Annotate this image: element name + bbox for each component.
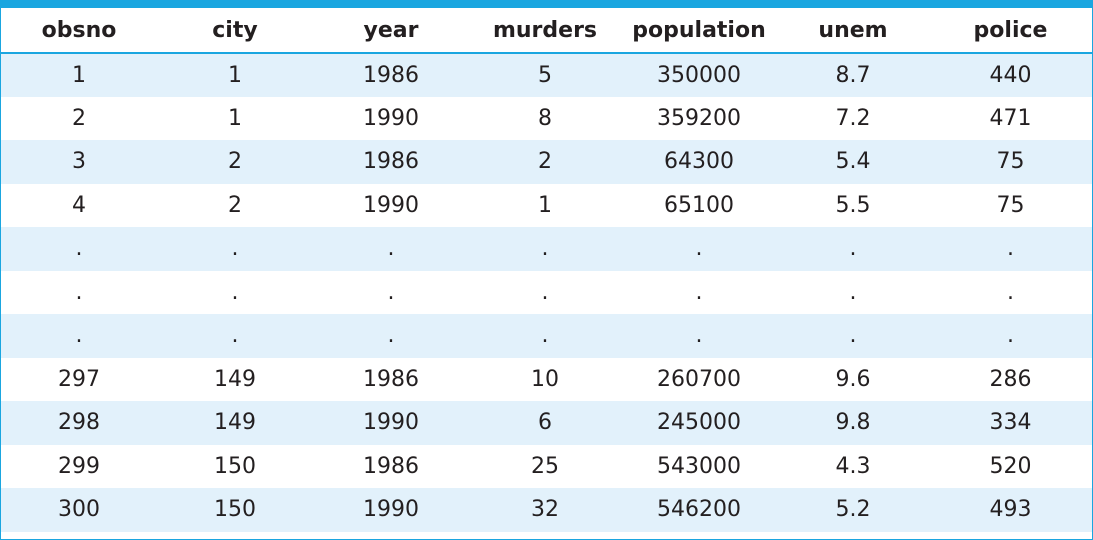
- cell-year: 1986: [363, 149, 419, 175]
- cell-police: 334: [989, 410, 1032, 436]
- cell-city: 1: [228, 105, 242, 131]
- cell-police: .: [1007, 279, 1014, 305]
- cell-obsno: 3: [72, 149, 86, 175]
- column-header-year: year: [363, 17, 419, 43]
- cell-unem: 5.4: [835, 149, 871, 175]
- cell-obsno: 2: [72, 105, 86, 131]
- cell-city: 150: [214, 497, 256, 523]
- cell-police: .: [1007, 236, 1014, 262]
- cell-obsno: 298: [58, 410, 100, 436]
- cell-year: 1986: [363, 62, 419, 88]
- cell-obsno: 1: [72, 62, 86, 88]
- cell-murders: 8: [538, 105, 552, 131]
- cell-city: 1: [228, 62, 242, 88]
- cell-unem: 5.2: [835, 497, 871, 523]
- cell-murders: 32: [531, 497, 559, 523]
- column-header-obsno: obsno: [41, 17, 117, 43]
- cell-population: .: [695, 279, 703, 305]
- cell-murders: 1: [538, 192, 552, 218]
- table-row: 1 1 1986 5 350000 8.7 440: [1, 53, 1092, 97]
- cell-police: 286: [989, 366, 1032, 392]
- cell-city: .: [231, 279, 239, 305]
- column-header-city: city: [212, 17, 258, 43]
- cell-city: .: [231, 236, 239, 262]
- cell-city: .: [231, 323, 239, 349]
- cell-year: 1990: [363, 497, 419, 523]
- cell-unem: 4.3: [835, 453, 871, 479]
- cell-year: 1986: [363, 453, 419, 479]
- table-row: 299 150 1986 25 543000 4.3 520: [1, 444, 1092, 488]
- cell-murders: 5: [538, 62, 552, 88]
- column-header-murders: murders: [492, 17, 598, 43]
- column-header-population: population: [632, 17, 766, 43]
- table-row-ellipsis: . . . . . . .: [1, 227, 1092, 271]
- cell-police: 440: [989, 62, 1032, 88]
- table-row-ellipsis: . . . . . . .: [1, 314, 1092, 358]
- cell-city: 2: [228, 192, 242, 218]
- cell-population: .: [695, 236, 703, 262]
- cell-murders: 10: [531, 366, 559, 392]
- cell-city: 2: [228, 149, 242, 175]
- table-row: 300 150 1990 32 546200 5.2 493: [1, 488, 1092, 532]
- cell-police: 493: [989, 497, 1032, 523]
- cell-population: 245000: [657, 410, 741, 436]
- cell-unem: .: [849, 323, 857, 349]
- cell-city: 150: [214, 453, 256, 479]
- cell-year: 1986: [363, 366, 419, 392]
- cell-obsno: .: [75, 236, 83, 262]
- table-row: 2 1 1990 8 359200 7.2 471: [1, 96, 1092, 140]
- cell-obsno: 4: [72, 192, 86, 218]
- column-header-unem: unem: [818, 17, 888, 43]
- cell-population: 543000: [657, 453, 741, 479]
- table-row: 298 149 1990 6 245000 9.8 334: [1, 401, 1092, 445]
- cell-police: .: [1007, 323, 1014, 349]
- cell-city: 149: [214, 410, 256, 436]
- cell-police: 471: [989, 105, 1032, 131]
- cell-murders: .: [541, 323, 549, 349]
- cell-unem: 5.5: [835, 192, 871, 218]
- cell-unem: .: [849, 279, 857, 305]
- cell-population: 64300: [664, 149, 734, 175]
- cell-population: 350000: [657, 62, 741, 88]
- cell-unem: 7.2: [835, 105, 871, 131]
- cell-murders: 25: [531, 453, 559, 479]
- cell-year: .: [387, 279, 395, 305]
- cell-murders: 6: [538, 410, 552, 436]
- cell-murders: 2: [538, 149, 552, 175]
- cell-murders: .: [541, 236, 549, 262]
- cell-year: 1990: [363, 105, 419, 131]
- cell-population: 359200: [657, 105, 741, 131]
- cell-year: .: [387, 236, 395, 262]
- cell-year: 1990: [363, 410, 419, 436]
- table-row: 297 149 1986 10 260700 9.6 286: [1, 357, 1092, 401]
- column-header-police: police: [973, 17, 1048, 43]
- cell-obsno: 299: [58, 453, 100, 479]
- cell-unem: 8.7: [835, 62, 871, 88]
- table-row: 4 2 1990 1 65100 5.5 75: [1, 183, 1092, 227]
- cell-police: 75: [996, 149, 1025, 175]
- cell-police: 75: [996, 192, 1025, 218]
- cell-obsno: .: [75, 279, 83, 305]
- cell-police: 520: [989, 453, 1032, 479]
- cell-murders: .: [541, 279, 549, 305]
- cell-unem: 9.8: [835, 410, 871, 436]
- cell-year: 1990: [363, 192, 419, 218]
- cell-population: 65100: [664, 192, 734, 218]
- panel-data-table: obsno city year murders population unem …: [1, 8, 1092, 532]
- cell-population: 546200: [657, 497, 741, 523]
- table-row-ellipsis: . . . . . . .: [1, 270, 1092, 314]
- cell-population: .: [695, 323, 703, 349]
- table-header-row: obsno city year murders population unem …: [1, 8, 1092, 53]
- cell-unem: 9.6: [835, 366, 871, 392]
- cell-population: 260700: [657, 366, 741, 392]
- cell-unem: .: [849, 236, 857, 262]
- cell-year: .: [387, 323, 395, 349]
- cell-obsno: 300: [58, 497, 100, 523]
- cell-obsno: .: [75, 323, 83, 349]
- table-top-accent-bar: [1, 0, 1092, 8]
- table-row: 3 2 1986 2 64300 5.4 75: [1, 140, 1092, 184]
- cell-obsno: 297: [58, 366, 100, 392]
- cell-city: 149: [214, 366, 256, 392]
